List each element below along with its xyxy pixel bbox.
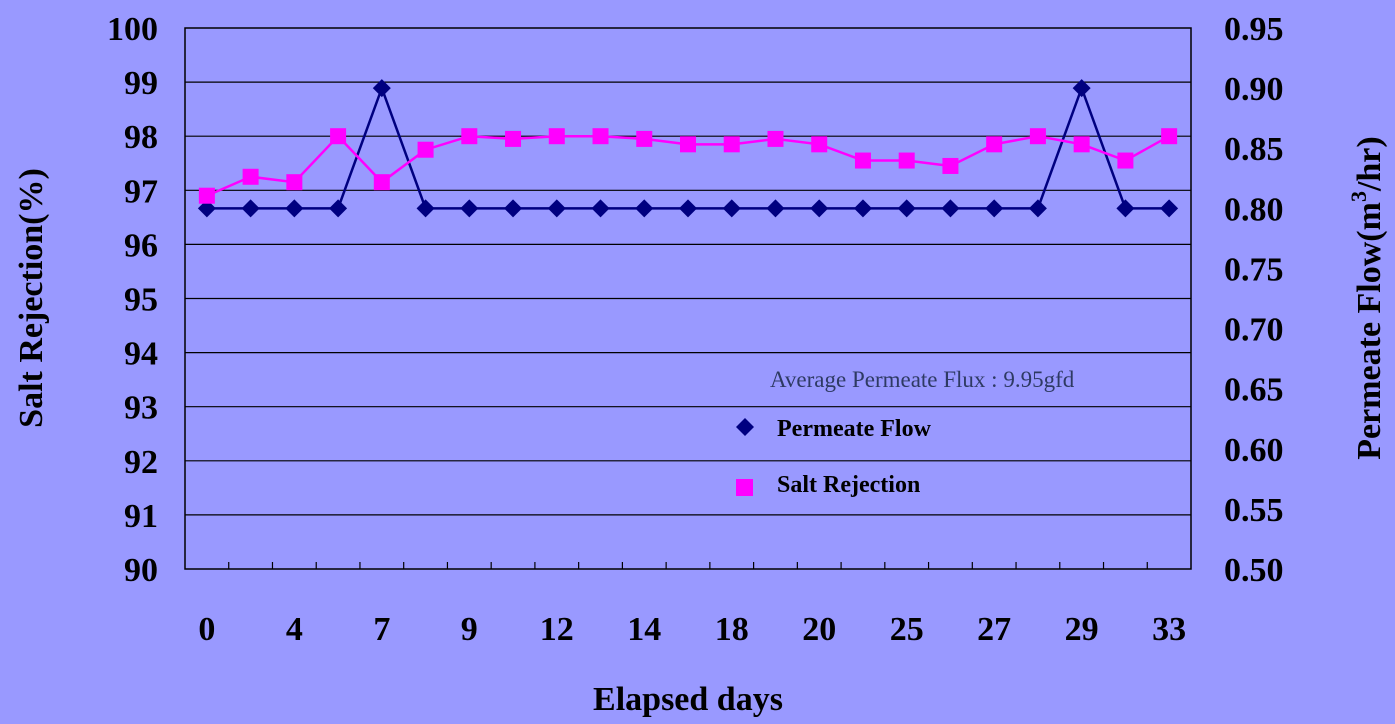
data-point-permeate-flow [810, 199, 829, 218]
data-point-salt-rejection [417, 141, 434, 158]
x-tick-label: 7 [373, 611, 390, 648]
data-point-salt-rejection [373, 174, 390, 191]
x-axis-title: Elapsed days [593, 681, 783, 718]
x-tick-label: 0 [198, 611, 215, 648]
y-tick-label-left: 97 [124, 173, 158, 210]
x-tick-marks [228, 562, 1148, 569]
legend-marker-salt-rejection [736, 479, 753, 496]
data-point-permeate-flow [416, 199, 435, 218]
data-point-permeate-flow [941, 199, 960, 218]
x-tick-label: 33 [1152, 611, 1186, 648]
data-point-salt-rejection [942, 157, 959, 174]
y-tick-label-right: 0.80 [1224, 191, 1284, 228]
y-axis-title-right-main: Permeate Flow(m [1351, 202, 1388, 460]
data-point-permeate-flow [547, 199, 566, 218]
y-tick-label-left: 91 [124, 498, 158, 535]
data-point-salt-rejection [461, 128, 478, 145]
data-point-salt-rejection [505, 130, 522, 147]
right-axis-ticks: 0.50 0.55 0.60 0.65 0.70 0.75 0.80 0.85 0.90 0.95 [1224, 11, 1284, 589]
y-tick-label-left: 100 [107, 11, 158, 48]
x-tick-label: 20 [802, 611, 836, 648]
y-tick-label-right: 0.70 [1224, 312, 1284, 349]
data-point-permeate-flow [1160, 199, 1179, 218]
data-point-salt-rejection [767, 130, 784, 147]
data-point-permeate-flow [897, 199, 916, 218]
y-tick-label-right: 0.90 [1224, 71, 1284, 108]
data-point-permeate-flow [766, 199, 785, 218]
data-point-salt-rejection [723, 136, 740, 153]
y-tick-label-right: 0.55 [1224, 492, 1284, 529]
annotation-text: Average Permeate Flux : 9.95gfd [770, 367, 1075, 392]
left-axis-ticks: 90 91 92 93 94 95 96 97 98 99 100 [107, 11, 158, 589]
y-tick-label-left: 94 [124, 336, 158, 373]
legend-label-permeate-flow: Permeate Flow [777, 416, 932, 442]
data-point-salt-rejection [1161, 128, 1178, 145]
data-point-permeate-flow [1028, 199, 1047, 218]
y-tick-label-right: 0.75 [1224, 251, 1284, 288]
data-point-salt-rejection [286, 174, 303, 191]
data-point-salt-rejection [1117, 152, 1134, 169]
data-point-salt-rejection [898, 152, 915, 169]
y-tick-label-left: 90 [124, 552, 158, 589]
data-point-permeate-flow [460, 199, 479, 218]
y-tick-label-left: 99 [124, 65, 158, 102]
y-tick-label-left: 92 [124, 444, 158, 481]
x-tick-label: 9 [461, 611, 478, 648]
data-point-salt-rejection [1073, 136, 1090, 153]
data-point-permeate-flow [985, 199, 1004, 218]
gridlines [185, 81, 1191, 516]
data-point-permeate-flow [197, 199, 216, 218]
data-point-salt-rejection [1029, 128, 1046, 145]
data-point-salt-rejection [854, 152, 871, 169]
data-point-permeate-flow [1072, 79, 1091, 98]
data-point-salt-rejection [680, 136, 696, 153]
x-tick-label: 18 [715, 611, 749, 648]
data-point-permeate-flow [504, 199, 523, 218]
data-point-salt-rejection [198, 187, 215, 204]
data-point-permeate-flow [285, 199, 304, 218]
y-axis-title-left: Salt Rejection(%) [13, 168, 50, 428]
data-point-salt-rejection [592, 128, 609, 145]
data-point-permeate-flow [329, 199, 348, 218]
y-tick-label-right: 0.85 [1224, 131, 1284, 168]
legend-marker-permeate-flow [736, 418, 754, 436]
data-point-permeate-flow [679, 199, 697, 218]
data-point-permeate-flow [372, 79, 391, 98]
data-point-permeate-flow [1116, 199, 1135, 218]
x-axis-ticks: 0 4 7 9 12 14 18 20 25 27 29 33 [198, 611, 1186, 648]
x-tick-label: 27 [977, 611, 1011, 648]
y-axis-title-right-sup: 3 [1346, 191, 1371, 202]
y-tick-label-right: 0.95 [1224, 11, 1284, 48]
y-tick-label-right: 0.65 [1224, 372, 1284, 409]
x-tick-label: 4 [286, 611, 303, 648]
series-layer [197, 79, 1179, 218]
y-tick-label-right: 0.60 [1224, 432, 1284, 469]
x-tick-label: 14 [627, 611, 661, 648]
y-tick-label-left: 96 [124, 227, 158, 264]
y-tick-label-left: 98 [124, 119, 158, 156]
data-point-permeate-flow [241, 199, 260, 218]
x-tick-label: 12 [540, 611, 574, 648]
data-point-permeate-flow [853, 199, 872, 218]
y-tick-label-left: 93 [124, 390, 158, 427]
y-axis-title-right-tail: /hr) [1351, 136, 1388, 192]
data-point-salt-rejection [986, 136, 1003, 153]
data-point-salt-rejection [636, 130, 653, 147]
data-point-salt-rejection [811, 136, 828, 153]
y-axis-title-right: Permeate Flow(m3/hr) [1346, 136, 1388, 459]
legend-label-salt-rejection: Salt Rejection [777, 472, 920, 498]
x-tick-label: 29 [1065, 611, 1099, 648]
data-point-permeate-flow [722, 199, 741, 218]
y-tick-label-left: 95 [124, 282, 158, 319]
data-point-salt-rejection [242, 168, 259, 185]
y-tick-label-right: 0.50 [1224, 552, 1284, 589]
data-point-permeate-flow [591, 199, 610, 218]
data-point-permeate-flow [635, 199, 654, 218]
legend: Permeate Flow Salt Rejection [736, 416, 932, 498]
x-tick-label: 25 [890, 611, 924, 648]
data-point-salt-rejection [330, 128, 347, 145]
data-point-salt-rejection [548, 128, 565, 145]
